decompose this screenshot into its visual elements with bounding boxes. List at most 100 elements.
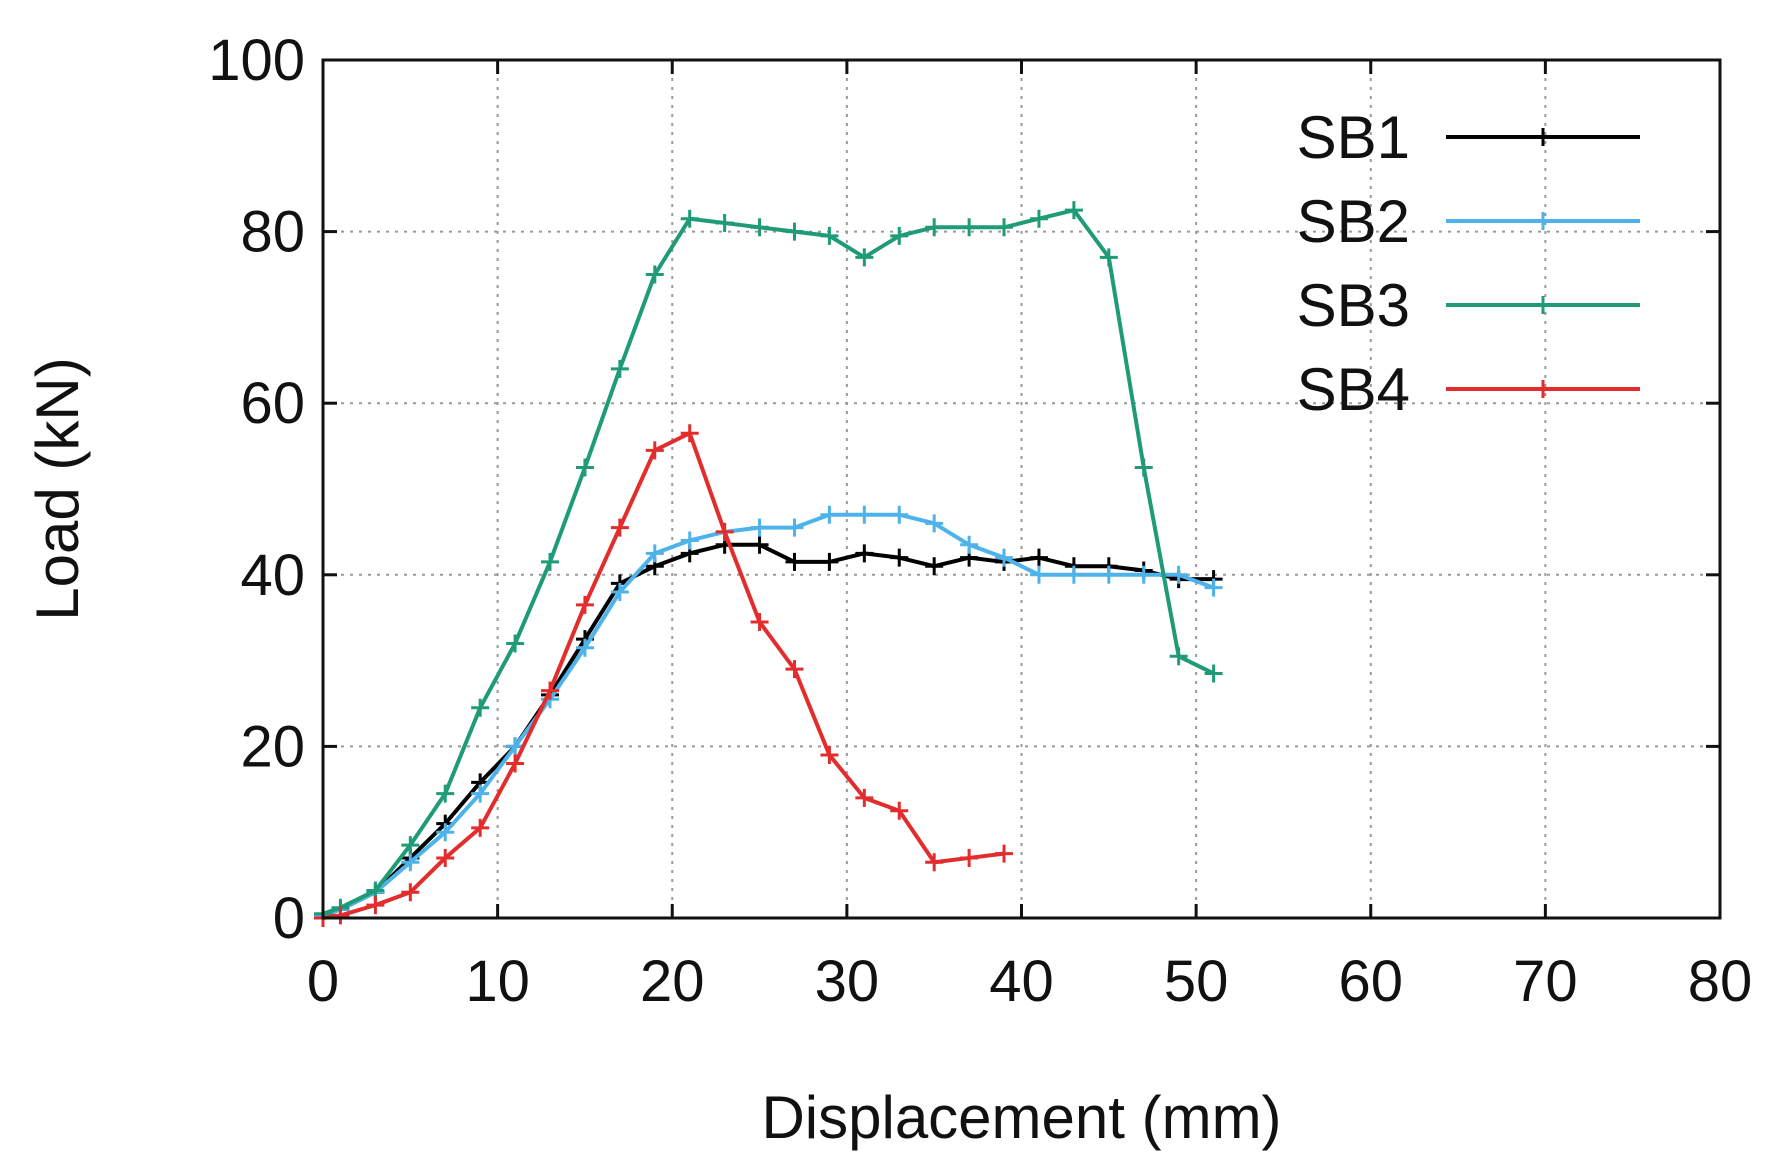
series-sb3-point <box>680 209 699 228</box>
series-sb4-point <box>995 844 1014 863</box>
series-sb4 <box>314 424 1014 927</box>
legend-label: SB2 <box>1297 188 1410 255</box>
series-sb4-point <box>506 754 525 773</box>
legend-swatch-point <box>1534 212 1552 230</box>
series-sb4-point <box>925 853 944 872</box>
series-sb3-point <box>715 214 734 233</box>
series-line-sb1 <box>322 542 1214 918</box>
x-tick-label: 0 <box>307 949 339 1014</box>
series-sb2-point <box>1204 578 1223 597</box>
legend-item-sb1: SB1 <box>1297 104 1640 171</box>
legend-item-sb2: SB2 <box>1297 188 1640 255</box>
series-sb1 <box>314 535 1223 925</box>
series-sb2-point <box>1134 565 1153 584</box>
series-sb4-point <box>890 801 909 820</box>
series-sb3-point <box>436 784 455 803</box>
series-sb3-point <box>750 218 769 237</box>
y-tick-label: 60 <box>240 371 305 436</box>
series-sb4-point <box>401 883 420 902</box>
legend-swatch-point <box>1534 296 1552 314</box>
x-tick-label: 10 <box>465 949 530 1014</box>
legend-item-sb4: SB4 <box>1297 356 1640 423</box>
series-sb2-point <box>785 518 804 537</box>
series-sb2-point <box>645 544 664 563</box>
series-layer <box>314 201 1223 927</box>
series-sb3-point <box>541 552 560 571</box>
series-sb4-point <box>715 522 734 541</box>
x-tick-label: 60 <box>1338 949 1403 1014</box>
series-sb3-point <box>471 698 490 717</box>
series-sb4-point <box>785 660 804 679</box>
series-sb3-point <box>960 218 979 237</box>
series-sb4-point <box>645 441 664 460</box>
series-sb2-point <box>1064 565 1083 584</box>
series-sb4-point <box>436 848 455 867</box>
series-sb1-point <box>820 552 839 571</box>
series-sb3-point <box>610 359 629 378</box>
series-sb3-point <box>1134 458 1153 477</box>
series-sb1-point <box>925 557 944 576</box>
x-tick-label: 20 <box>640 949 705 1014</box>
series-sb3-point <box>575 458 594 477</box>
series-sb2-point <box>995 548 1014 567</box>
x-tick-label: 50 <box>1164 949 1229 1014</box>
series-sb2-point <box>680 531 699 550</box>
series-sb2-point <box>925 514 944 533</box>
series-sb4-point <box>820 745 839 764</box>
legend-swatch-point <box>1534 128 1552 146</box>
legend: SB1 SB2 SB3 SB4 <box>1297 104 1640 423</box>
x-axis-title: Displacement (mm) <box>761 1084 1281 1151</box>
series-sb3-point <box>785 222 804 241</box>
series-sb2-point <box>610 582 629 601</box>
x-tick-label: 30 <box>815 949 880 1014</box>
series-sb2-point <box>820 505 839 524</box>
series-sb4-point <box>471 818 490 837</box>
y-tick-label: 0 <box>273 886 305 951</box>
x-tick-label: 70 <box>1513 949 1578 1014</box>
y-tick-labels: 0 20 40 60 80 100 <box>208 28 305 951</box>
series-sb4-point <box>855 788 874 807</box>
x-tick-label: 40 <box>989 949 1054 1014</box>
series-sb3-point <box>1099 248 1118 267</box>
series-sb4-point <box>366 896 385 915</box>
series-sb3-point <box>1169 647 1188 666</box>
series-sb2-point <box>890 505 909 524</box>
series-sb1-point <box>855 544 874 563</box>
series-sb2-point <box>750 518 769 537</box>
series-sb2 <box>314 505 1223 925</box>
y-axis-title: Load (kN) <box>24 357 91 620</box>
series-sb2-point <box>436 823 455 842</box>
series-sb3-point <box>995 218 1014 237</box>
y-tick-label: 100 <box>208 28 305 93</box>
tick-marks <box>321 58 1722 920</box>
legend-label: SB1 <box>1297 104 1410 171</box>
series-sb3-point <box>820 226 839 245</box>
series-sb2-point <box>1169 565 1188 584</box>
series-sb4-point <box>960 848 979 867</box>
series-sb4-point <box>610 518 629 537</box>
legend-swatch-point <box>1534 380 1552 398</box>
series-sb3-point <box>506 634 525 653</box>
series-sb4-point <box>680 424 699 443</box>
series-sb2-point <box>1029 565 1048 584</box>
series-sb2-point <box>575 638 594 657</box>
series-sb3 <box>314 201 1223 923</box>
x-tick-labels: 0 10 20 30 40 50 60 70 80 <box>307 949 1752 1014</box>
series-sb2-point <box>960 535 979 554</box>
legend-label: SB4 <box>1297 356 1410 423</box>
series-sb1-point <box>750 535 769 554</box>
series-sb3-point <box>1204 664 1223 683</box>
series-sb3-point <box>1029 209 1048 228</box>
y-tick-label: 80 <box>240 200 305 265</box>
series-sb3-point <box>890 226 909 245</box>
series-sb3-point <box>645 265 664 284</box>
series-sb3-point <box>1064 201 1083 220</box>
series-sb4-point <box>575 595 594 614</box>
series-sb4-point <box>541 681 560 700</box>
series-sb1-point <box>785 552 804 571</box>
series-sb1-point <box>1029 548 1048 567</box>
series-sb2-point <box>855 505 874 524</box>
x-tick-label: 80 <box>1688 949 1753 1014</box>
legend-item-sb3: SB3 <box>1297 272 1640 339</box>
grid-lines <box>323 60 1720 918</box>
